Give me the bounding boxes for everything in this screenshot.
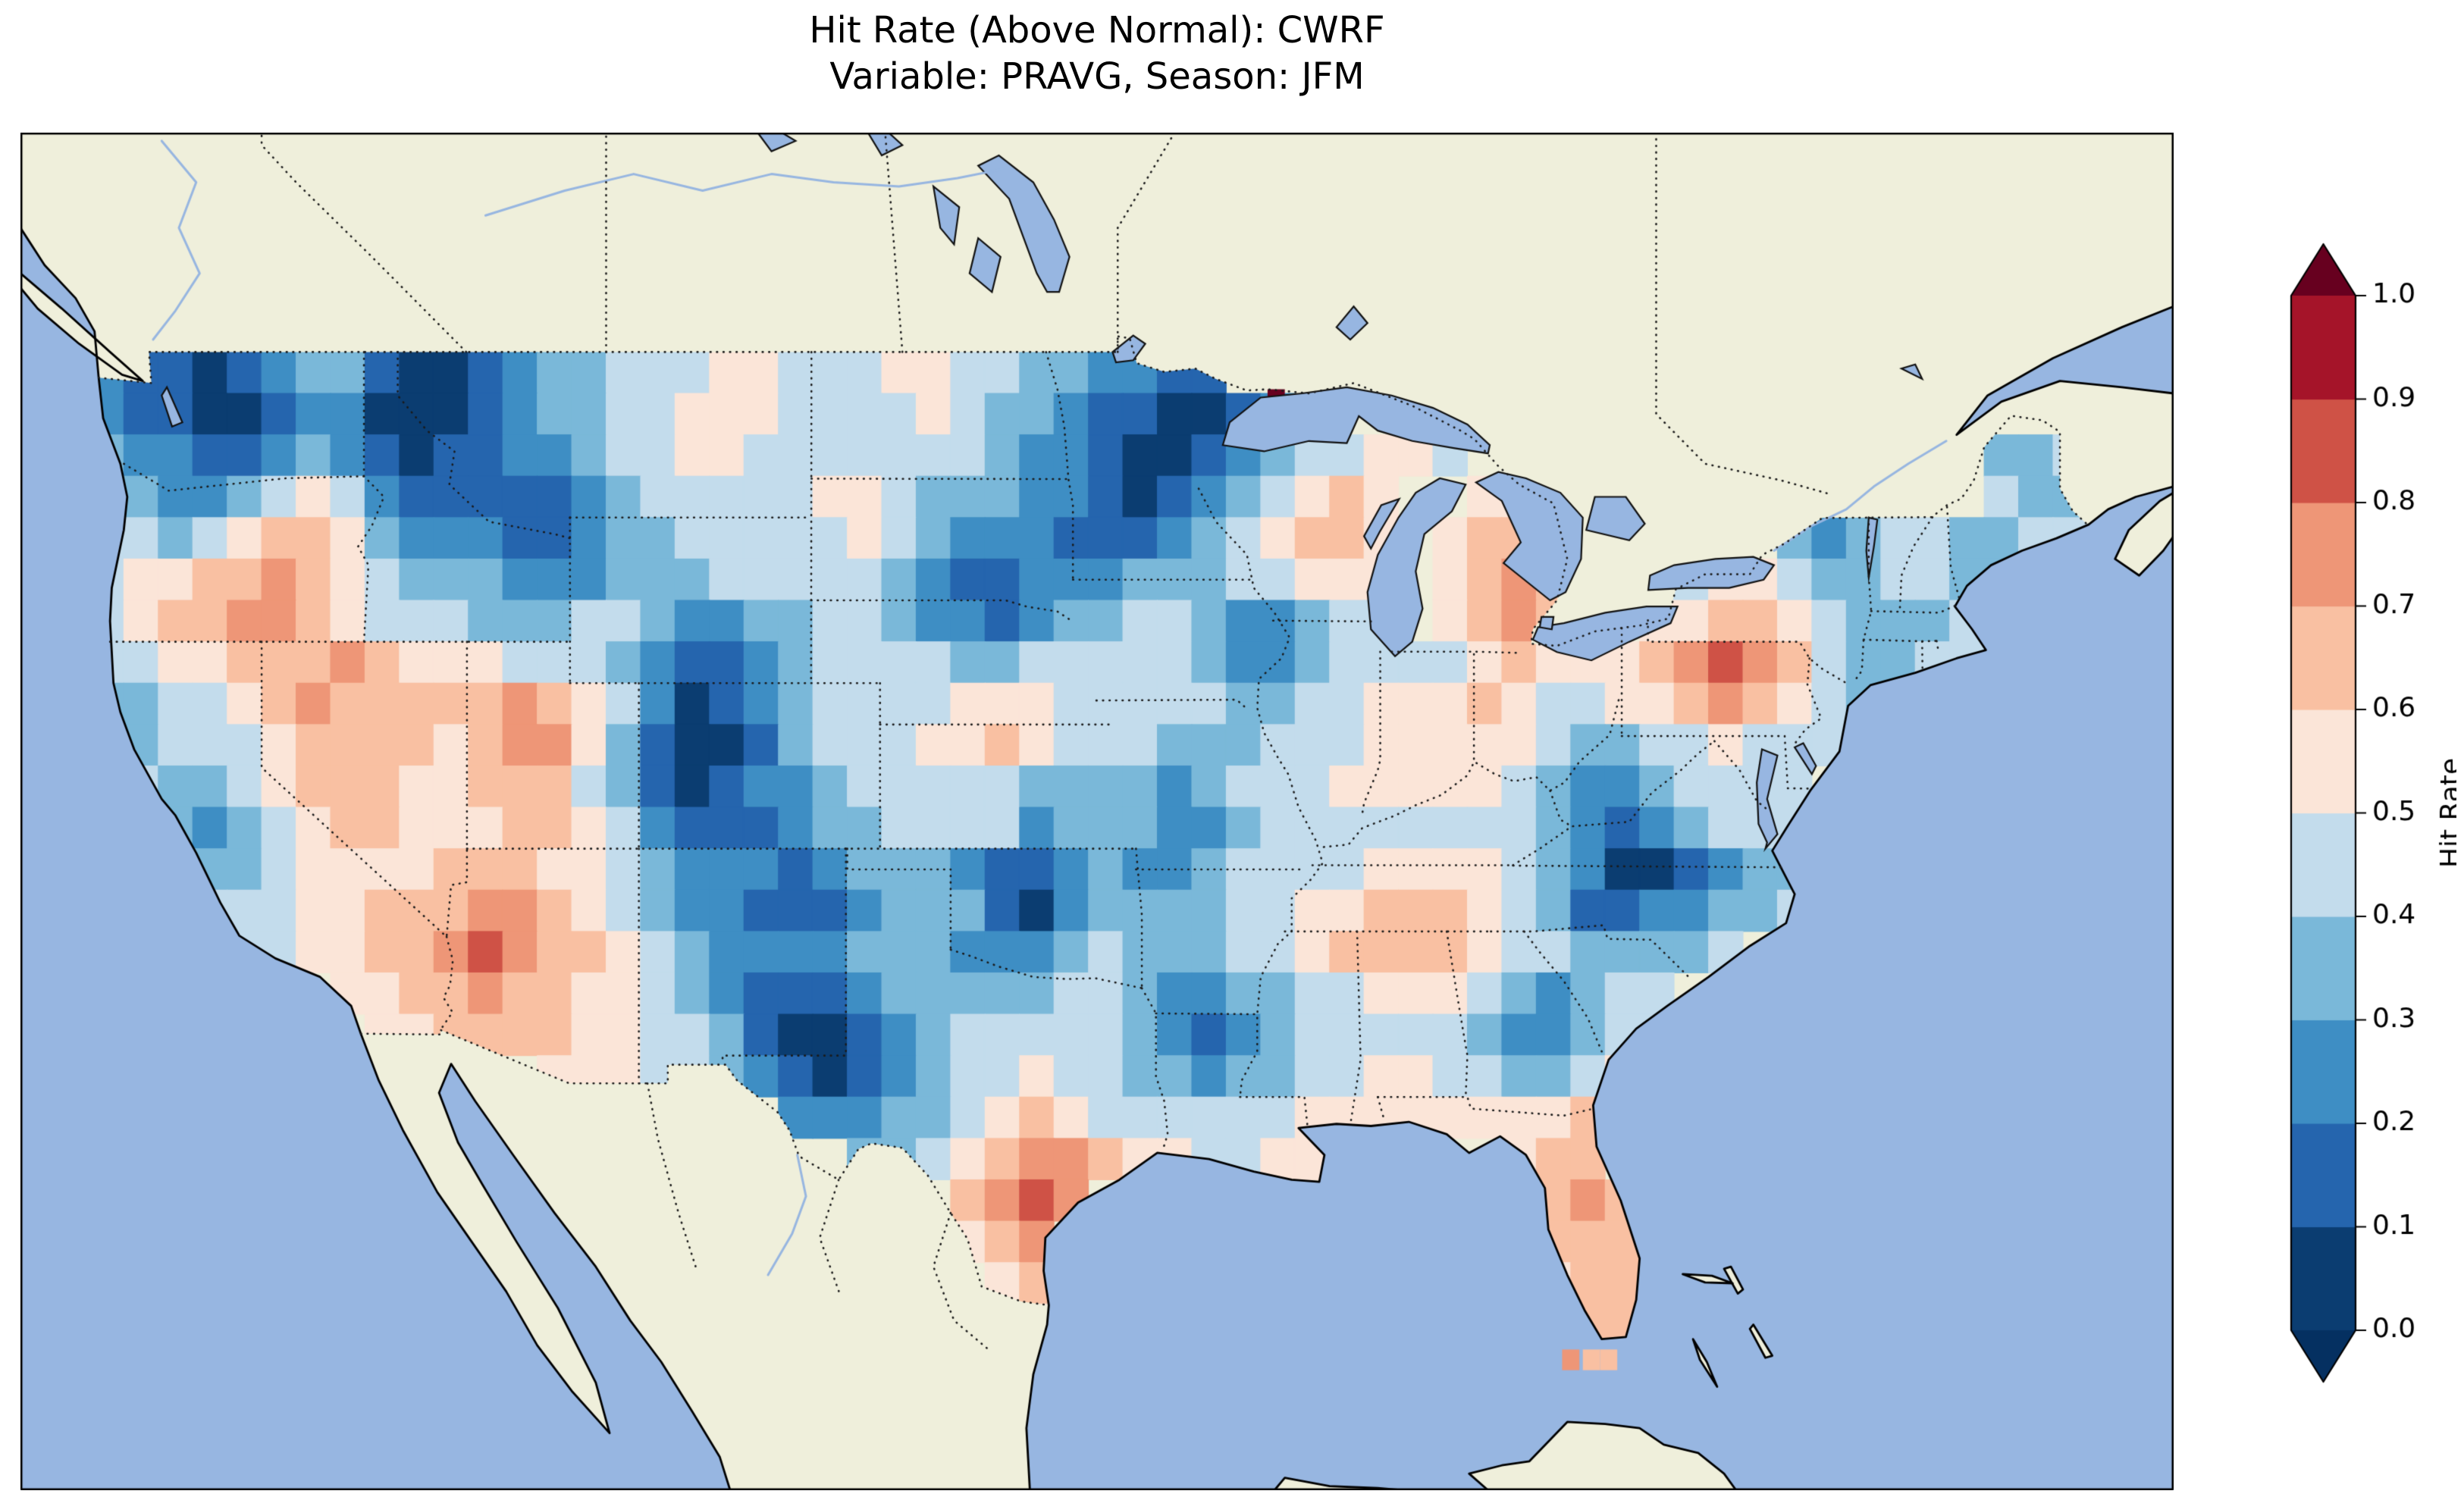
chart-title-line1: Hit Rate (Above Normal): CWRF (809, 9, 1385, 52)
chart-title: Hit Rate (Above Normal): CWRF Variable: … (20, 8, 2174, 101)
us-hit-rate-heatmap (20, 133, 2174, 1490)
colorbar (2274, 227, 2456, 1440)
chart-title-line2: Variable: PRAVG, Season: JFM (829, 55, 1365, 99)
